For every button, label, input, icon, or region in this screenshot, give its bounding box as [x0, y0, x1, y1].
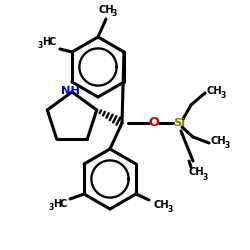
Text: CH: CH: [153, 200, 169, 210]
Text: H: H: [42, 37, 50, 47]
Text: CH: CH: [188, 167, 204, 177]
Text: Si: Si: [173, 118, 185, 128]
Text: CH: CH: [210, 136, 226, 146]
Text: H: H: [53, 199, 61, 209]
Text: CH: CH: [98, 5, 114, 15]
Text: 3: 3: [38, 42, 43, 50]
Text: 3: 3: [224, 142, 230, 150]
Text: C: C: [59, 199, 67, 209]
Text: 3: 3: [220, 92, 226, 100]
Text: NH: NH: [60, 86, 80, 96]
Text: 3: 3: [48, 204, 54, 212]
Text: 3: 3: [112, 10, 116, 18]
Text: 3: 3: [167, 204, 172, 214]
Text: C: C: [48, 37, 56, 47]
Text: O: O: [148, 116, 160, 130]
Text: CH: CH: [206, 86, 222, 96]
Text: 3: 3: [202, 172, 207, 182]
